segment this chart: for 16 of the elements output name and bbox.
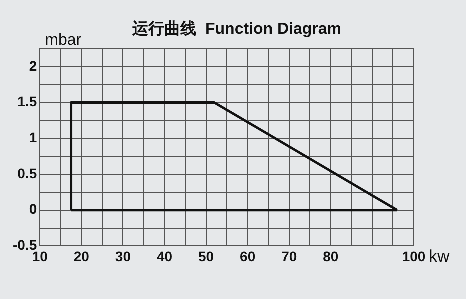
x-tick-label: 30	[115, 248, 132, 264]
y-tick-label: 1.5	[18, 94, 38, 110]
x-tick-label: 100	[402, 248, 426, 264]
chart-title: 运行曲线 Function Diagram	[132, 20, 342, 38]
y-tick-label: 0	[29, 201, 38, 218]
y-tick-label: 2	[29, 58, 38, 74]
y-axis-title: mbar	[45, 32, 82, 49]
y-tick-label: 0.5	[18, 165, 38, 182]
x-axis-title: kw	[429, 247, 450, 266]
x-tick-label: 50	[198, 248, 214, 264]
x-tick-label: 40	[156, 248, 173, 264]
x-tick-label: 70	[282, 248, 298, 264]
x-tick-label: 80	[323, 248, 339, 264]
y-tick-label: 1	[29, 129, 38, 146]
x-tick-label: 20	[74, 248, 90, 264]
x-tick-label: 60	[240, 248, 256, 264]
